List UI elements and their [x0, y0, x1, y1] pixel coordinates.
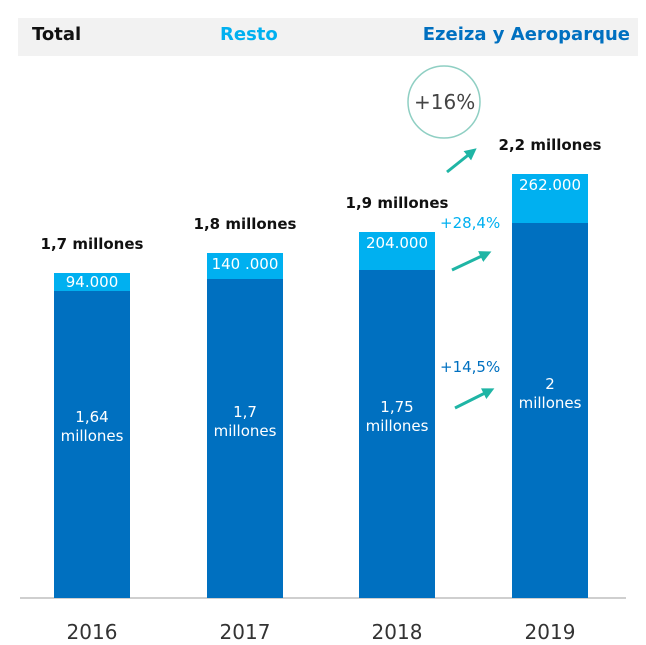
data-label: 262.000: [518, 176, 582, 194]
bar-segment: [54, 272, 130, 291]
legend-item: Resto: [220, 24, 278, 45]
x-tick-label: 2016: [66, 620, 118, 644]
bar-segment: [207, 253, 283, 280]
total-label: 2,2 millones: [498, 136, 602, 154]
total-label: 1,7 millones: [40, 234, 144, 253]
data-label: 140 .000: [211, 255, 279, 274]
x-tick-label: 2018: [371, 620, 423, 644]
legend-total: Total: [32, 24, 82, 45]
bar-segment: [54, 290, 130, 598]
annotation: +14,5%: [440, 358, 501, 376]
annotation: +28,4%: [440, 214, 501, 232]
bar-segment: [512, 174, 588, 224]
legend-bar: [18, 18, 638, 56]
total-label: 1,8 millones: [193, 215, 297, 234]
arrow: [451, 251, 492, 272]
arrow: [454, 388, 495, 410]
annotation: +16%: [414, 90, 476, 114]
bar-segment: [512, 223, 588, 598]
x-tick-label: 2019: [524, 620, 576, 644]
growth-circle: [407, 65, 481, 139]
bar-segment: [359, 231, 435, 270]
data-label: 1,7 millones: [213, 402, 277, 440]
arrow: [446, 148, 477, 174]
data-label: 2 millones: [518, 374, 582, 412]
data-label: 1,75 millones: [365, 397, 429, 435]
data-label: 94.000: [65, 272, 119, 291]
data-label: 204.000: [365, 233, 429, 252]
total-label: 1,9 millones: [345, 193, 449, 212]
legend-item: Ezeiza y Aeroparque: [422, 24, 630, 45]
x-tick-label: 2017: [219, 620, 271, 644]
bar-segment: [207, 279, 283, 598]
data-label: 1,64 millones: [60, 408, 124, 446]
bar-segment: [359, 269, 435, 598]
